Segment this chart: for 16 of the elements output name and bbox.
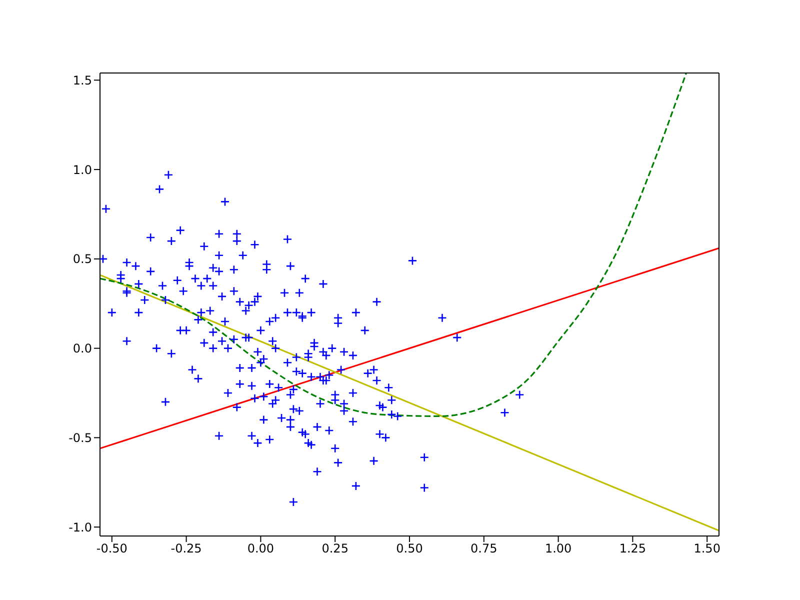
x-tick-label: 1.50 (694, 542, 720, 556)
y-tick-label: -0.5 (68, 430, 92, 445)
y-tick-label: 1.0 (72, 162, 92, 177)
x-tick-label: 0.50 (396, 542, 423, 556)
y-tick-label: 0.0 (72, 342, 92, 356)
x-tick-label: 1.25 (619, 542, 646, 556)
y-tick-label: -1.0 (68, 520, 92, 534)
x-tick-label: -0.50 (96, 542, 128, 556)
x-tick-label: -0.25 (170, 542, 202, 556)
x-tick-label: 0.75 (470, 542, 498, 556)
x-tick-label: 1.00 (544, 542, 572, 556)
x-tick-label: 0.25 (322, 542, 348, 556)
y-tick-label: 0.5 (72, 252, 92, 266)
y-tick-label: 1.5 (72, 73, 92, 88)
x-tick-label: 0.00 (247, 542, 274, 556)
line-series (100, 73, 688, 418)
